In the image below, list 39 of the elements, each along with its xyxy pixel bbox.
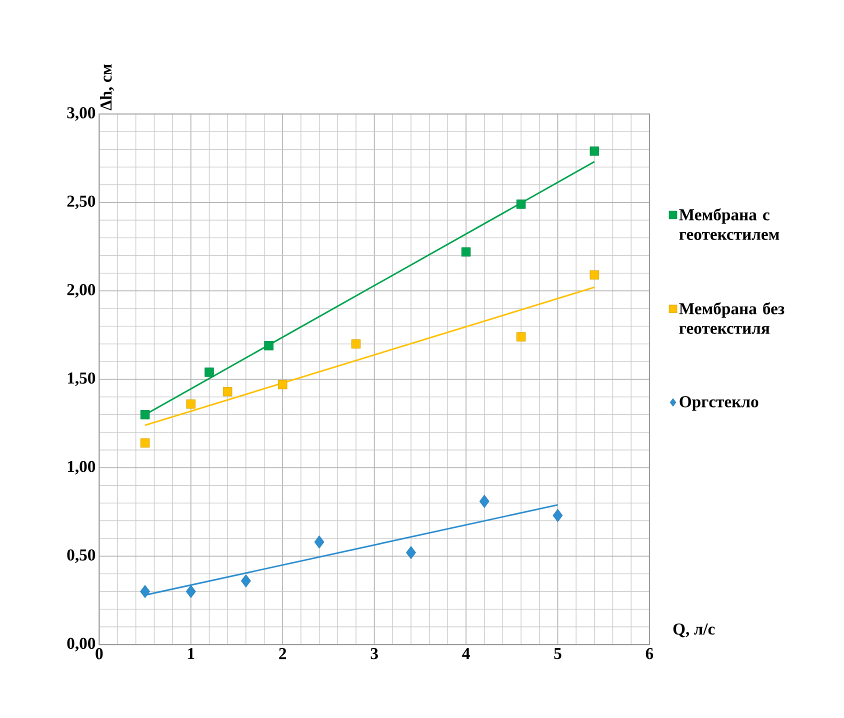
point [590, 146, 600, 156]
x-tick-label: 0 [96, 648, 103, 660]
point [461, 247, 471, 256]
y-tick-label: 0,50 [67, 549, 96, 563]
point [479, 494, 490, 508]
y-tick-label: 2,50 [67, 195, 96, 210]
point [278, 380, 288, 390]
point [222, 386, 232, 396]
legend-label: Мембрана без геотекстиля [679, 302, 784, 334]
point [140, 410, 150, 420]
point [186, 399, 196, 409]
legend-label: Оргстекло [680, 396, 758, 411]
legend-label: Мембрана с геотекстилем [679, 208, 780, 240]
point [351, 339, 361, 348]
point [406, 546, 416, 560]
y-tick-label: 3,00 [67, 107, 96, 121]
y-tick-label: 2,00 [67, 284, 96, 298]
point [264, 340, 274, 350]
point [186, 584, 196, 598]
point [204, 367, 214, 377]
x-tick-label: 4 [462, 648, 470, 659]
x-tick-label: 3 [370, 648, 378, 660]
point [240, 574, 251, 588]
point [140, 584, 150, 598]
point [140, 438, 150, 448]
y-axis-title: Δh, см [100, 64, 114, 110]
point [552, 508, 563, 522]
y-tick-label: 0,00 [67, 638, 96, 652]
point [590, 270, 600, 280]
x-tick-label: 5 [554, 648, 562, 659]
x-tick-label: 1 [188, 648, 194, 659]
y-tick-label: 1,50 [68, 372, 96, 386]
point [516, 199, 526, 209]
x-tick-label: 6 [646, 648, 654, 660]
y-tick-label: 1,00 [68, 460, 96, 474]
x-tick-label: 2 [279, 648, 286, 659]
point [314, 535, 324, 548]
point [516, 332, 526, 342]
x-axis-title: Q, л/с [673, 623, 715, 638]
